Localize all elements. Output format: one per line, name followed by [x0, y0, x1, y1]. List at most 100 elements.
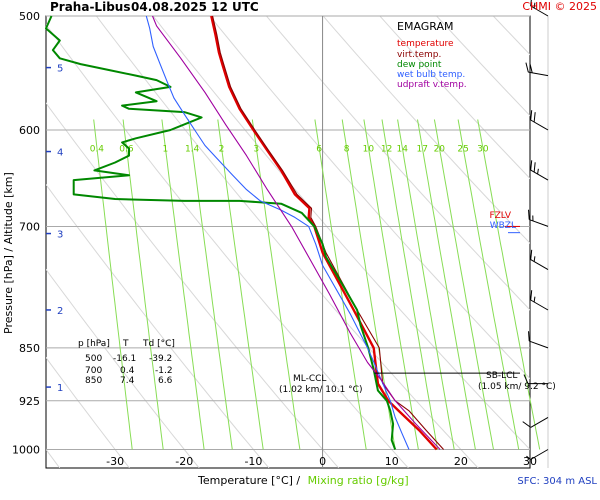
legend-wet-bulb: wet bulb temp. [397, 70, 465, 80]
legend-updraft: udpraft v.temp. [397, 80, 467, 90]
mixing-ratio-line [417, 119, 476, 450]
legend-title: EMAGRAM [397, 20, 454, 33]
temp-tick-0: 0 [319, 455, 326, 468]
mixing-ratio-line [188, 119, 233, 450]
altitude-tick-4: 4 [57, 148, 63, 159]
mixing-ratio-line [217, 119, 264, 450]
wind-barb [526, 449, 549, 460]
mixing-ratio-label: 14 [397, 145, 409, 155]
fzl-label: FZLV [489, 211, 511, 221]
dry-adiabat [526, 0, 600, 468]
legend-virt-temp: virt.temp. [397, 50, 441, 60]
wbzl-label: WBZL [490, 221, 516, 231]
table-header-p: p [hPa] [78, 339, 110, 349]
mixing-ratio-label: 8 [344, 145, 350, 155]
altitude-tick-5: 5 [57, 64, 63, 75]
mixing-ratio-line [363, 119, 419, 450]
table-row-850-t: 7.4 [120, 376, 135, 386]
station-title: Praha-Libus [50, 0, 130, 14]
copyright: CHMI © 2025 [522, 0, 597, 13]
wind-barb [530, 249, 549, 271]
mixing-ratio-line [161, 119, 205, 450]
mixing-ratio-line [122, 119, 164, 450]
dry-adiabat [435, 16, 530, 117]
ml-ccl-label: ML-CCL [293, 374, 326, 384]
mixing-ratio-line [433, 119, 494, 450]
dry-adiabat [582, 0, 600, 468]
mixing-ratio-line [381, 119, 439, 450]
mixing-ratio-label: 0.6 [119, 145, 134, 155]
sb-lcl-label: SB-LCL [486, 371, 517, 381]
datetime-title: 04.08.2025 12 UTC [131, 0, 259, 14]
x-axis-title-mix: Mixing ratio [g/kg] [308, 474, 409, 487]
mixing-ratio-label: 0.4 [90, 145, 105, 155]
legend-dew-point: dew point [397, 60, 442, 70]
wind-barb [530, 0, 549, 17]
dry-adiabat [322, 16, 530, 244]
dry-adiabat [46, 183, 270, 468]
wind-barb [525, 62, 549, 77]
mixing-ratio-label: 6 [316, 145, 322, 155]
dry-adiabat [209, 16, 530, 380]
wind-barb [522, 416, 549, 428]
mixing-ratio-label: 30 [477, 145, 489, 155]
temp-tick--20: -20 [175, 455, 193, 468]
mixing-ratio-label: 1 [162, 145, 168, 155]
wind-barbs-layer [522, 0, 549, 468]
mixing-ratio-label: 17 [417, 145, 428, 155]
pressure-tick-1000: 1000 [12, 444, 40, 457]
table-row-700-p: 700 [85, 366, 102, 376]
table-row-500-t: -16.1 [113, 354, 136, 364]
dry-adiabats [46, 0, 600, 468]
wind-barb [530, 110, 549, 131]
dry-adiabat [379, 16, 530, 180]
dry-adiabat [95, 16, 479, 468]
temp-tick--10: -10 [244, 455, 262, 468]
dry-adiabat [46, 268, 200, 468]
series-dew-point [45, 15, 397, 450]
table-header-td: Td [°C] [142, 339, 175, 349]
pressure-tick-850: 850 [19, 342, 40, 355]
x-axis-title: Temperature [°C] / Mixing ratio [g/kg] [197, 474, 409, 487]
pressure-tick-500: 500 [19, 10, 40, 23]
text-layer: Praha-Libus 04.08.2025 12 UTC CHMI © 202… [2, 0, 597, 487]
series-temperature [210, 15, 438, 451]
series-udpraft-v-temp [151, 15, 441, 450]
mixing-ratio-line [93, 119, 133, 450]
temp-tick--30: -30 [106, 455, 124, 468]
dry-adiabat [265, 16, 530, 311]
wind-barb [523, 374, 548, 385]
table-header-t: T [122, 339, 129, 349]
y-axis-title: Pressure [hPa] / Altitude [km] [2, 172, 15, 334]
table-row-500-p: 500 [85, 354, 102, 364]
mixing-ratio-label: 3 [253, 145, 259, 155]
mixing-ratio-label: 1.4 [185, 145, 200, 155]
surface-height: SFC: 304 m ASL [517, 476, 597, 487]
series-layer [45, 15, 520, 451]
data-table: p [hPa] T Td [°C] 500 -16.1 -39.2 700 0.… [78, 339, 175, 386]
mixing-ratio-label: 10 [363, 145, 375, 155]
mixing-ratio-label: 12 [381, 145, 392, 155]
legend-temperature: temperature [397, 39, 454, 49]
sb-lcl-sub: (1.05 km/ 9.2 °C) [478, 382, 556, 392]
table-row-500-td: -39.2 [149, 354, 172, 364]
mixing-ratio-line [477, 119, 541, 450]
mixing-ratio-label: 20 [434, 145, 446, 155]
table-row-700-td: -1.2 [155, 366, 173, 376]
ml-ccl-sub: (1.02 km/ 10.1 °C) [279, 385, 362, 395]
mixing-ratio-line [251, 119, 301, 450]
series-wet-bulb-temp [145, 15, 410, 450]
temp-tick-10: 10 [385, 455, 399, 468]
pressure-tick-600: 600 [19, 124, 40, 137]
mixing-ratio-label: 25 [457, 145, 468, 155]
dry-adiabat [46, 102, 339, 468]
table-row-850-p: 850 [85, 376, 102, 386]
pressure-tick-925: 925 [19, 395, 40, 408]
mixing-ratio-layer: 0.4 0.6 1 1.4 2 3 6 8 10 12 14 17 20 25 30 [90, 119, 541, 450]
mixing-ratio-label: 2 [219, 145, 225, 155]
table-row-850-td: 6.6 [158, 376, 173, 386]
dry-adiabat [492, 16, 530, 56]
temp-tick-20: 20 [454, 455, 468, 468]
